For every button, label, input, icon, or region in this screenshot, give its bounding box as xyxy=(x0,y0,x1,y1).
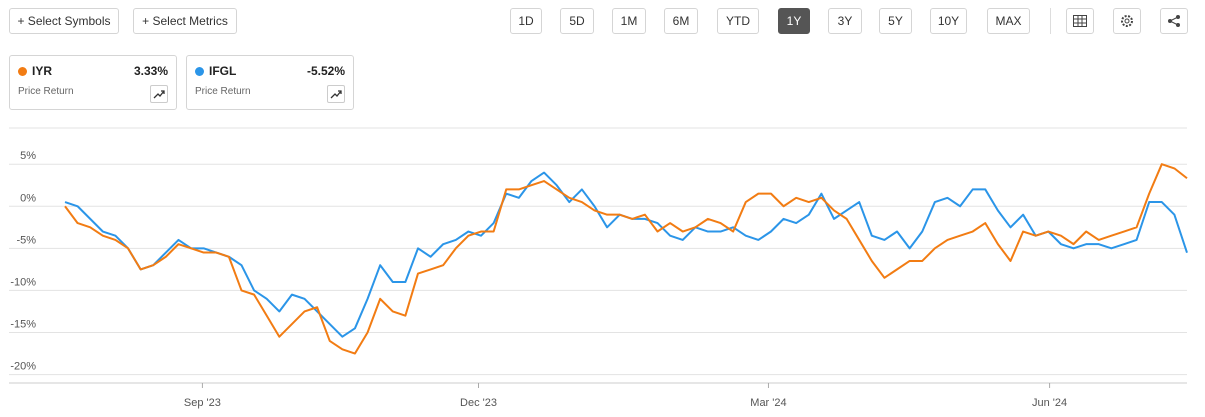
y-tick-label: -10% xyxy=(10,276,36,288)
x-tick-label: Dec '23 xyxy=(460,397,497,409)
legend-card[interactable]: IYR 3.33% Price Return xyxy=(9,55,177,110)
legend-change: 3.33% xyxy=(133,64,168,78)
x-tick-label: Jun '24 xyxy=(1032,397,1067,409)
legend-name: IYR xyxy=(32,64,53,78)
y-tick-label: 5% xyxy=(20,150,36,162)
range-button[interactable]: 1M xyxy=(612,8,646,34)
trend-icon xyxy=(153,90,165,99)
y-tick-label: -15% xyxy=(10,319,36,331)
legend-metric: Price Return xyxy=(18,86,74,97)
legend-card[interactable]: IFGL -5.52% Price Return xyxy=(186,55,354,110)
range-button[interactable]: 10Y xyxy=(930,8,967,34)
legend-name-row: IYR xyxy=(18,64,52,78)
x-tick-label: Sep '23 xyxy=(184,397,221,409)
y-tick-label: 0% xyxy=(20,192,36,204)
y-tick-label: -20% xyxy=(10,361,36,373)
table-button[interactable] xyxy=(1066,8,1094,34)
range-button[interactable]: 6M xyxy=(664,8,698,34)
table-icon xyxy=(1073,15,1087,27)
legend-dot xyxy=(195,66,204,76)
select-symbols-button[interactable]: + Select Symbols xyxy=(9,8,119,34)
select-metrics-button[interactable]: + Select Metrics xyxy=(133,8,237,34)
chart-type-icon[interactable] xyxy=(150,85,168,103)
range-button[interactable]: 5D xyxy=(560,8,594,34)
share-icon xyxy=(1168,15,1180,27)
x-tick-label: Mar '24 xyxy=(750,397,786,409)
chart-type-icon[interactable] xyxy=(327,85,345,103)
gear-icon xyxy=(1121,15,1133,27)
legend-change: -5.52% xyxy=(306,64,345,78)
range-button[interactable]: 5Y xyxy=(879,8,912,34)
legend-name: IFGL xyxy=(209,64,237,78)
range-button[interactable]: 3Y xyxy=(828,8,862,34)
share-button[interactable] xyxy=(1160,8,1188,34)
range-button[interactable]: 1Y xyxy=(778,8,810,34)
legend-metric: Price Return xyxy=(195,86,251,97)
legend-name-row: IFGL xyxy=(195,64,236,78)
legend-dot xyxy=(18,66,27,76)
series-line xyxy=(64,171,1188,338)
range-button[interactable]: 1D xyxy=(510,8,542,34)
divider xyxy=(1050,8,1051,34)
range-button[interactable]: YTD xyxy=(717,8,759,34)
settings-button[interactable] xyxy=(1113,8,1141,34)
range-button[interactable]: MAX xyxy=(987,8,1030,34)
trend-icon xyxy=(330,90,342,99)
series-line xyxy=(64,163,1188,355)
y-tick-label: -5% xyxy=(16,234,36,246)
